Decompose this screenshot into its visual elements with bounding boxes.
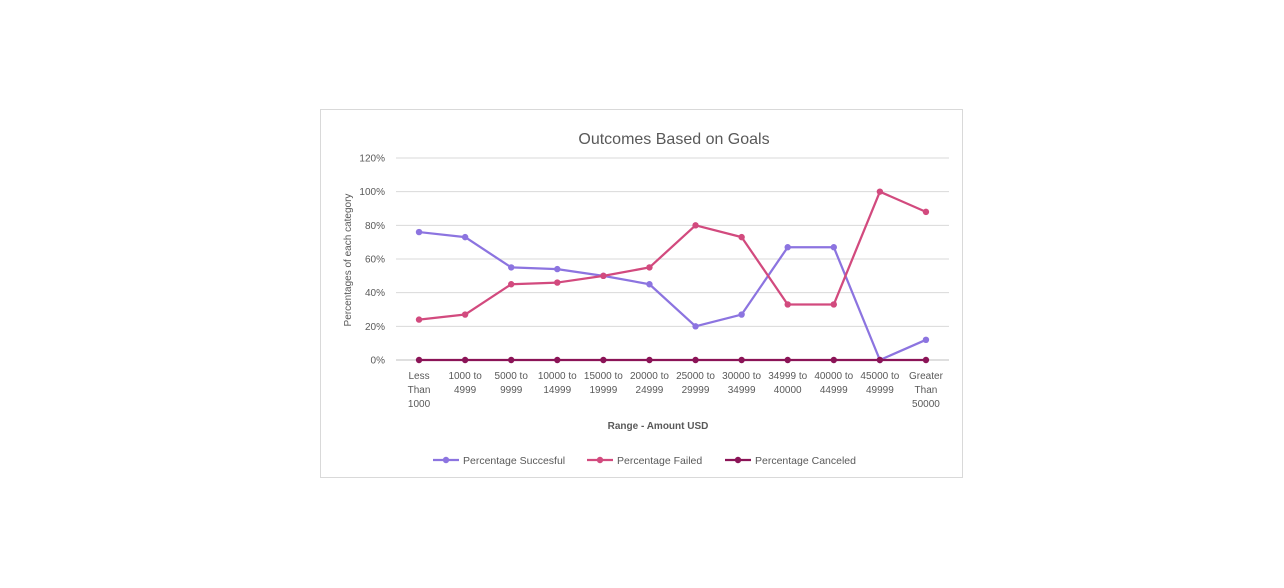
x-axis-title: Range - Amount USD	[608, 421, 709, 432]
data-point	[508, 356, 515, 364]
legend-label: Percentage Failed	[617, 455, 702, 467]
y-axis-title: Percentages of each category	[343, 194, 354, 327]
x-tick-label: 20000 to 24999	[630, 371, 669, 396]
x-tick-label-line: 19999	[589, 385, 617, 396]
data-point	[830, 356, 837, 364]
data-point	[554, 279, 561, 286]
data-point	[922, 336, 930, 343]
x-tick-label-line: Greater	[909, 371, 944, 382]
data-point	[692, 323, 699, 330]
y-tick-label: 80%	[365, 221, 385, 232]
gridlines	[396, 157, 949, 361]
x-tick-label-line: 50000	[912, 399, 940, 410]
x-tick-label-line: 15000 to	[584, 371, 623, 382]
data-point	[784, 244, 791, 251]
data-point	[830, 301, 837, 308]
chart-area: Outcomes Based on Goals 0% 20% 40% 60% 80% 10…	[320, 109, 963, 478]
legend: Percentage Succesful Percentage Failed Per…	[433, 455, 856, 467]
x-axis-ticks: Less Than 1000 1000 to 4999 5000 to 9999 10000 …	[408, 371, 944, 410]
x-tick-label-line: 29999	[682, 385, 710, 396]
x-tick-label-line: 14999	[543, 385, 571, 396]
data-point	[830, 244, 837, 251]
x-tick-label: 5000 to 9999	[495, 371, 529, 396]
data-point	[738, 311, 745, 318]
line-chart: Outcomes Based on Goals 0% 20% 40% 60% 80% 10…	[343, 131, 949, 467]
data-point	[554, 356, 561, 364]
x-tick-label: 25000 to 29999	[676, 371, 715, 396]
data-point	[646, 356, 653, 364]
x-tick-label: 40000 to 44999	[814, 371, 853, 396]
x-tick-label: 30000 to 34999	[722, 371, 761, 396]
data-point	[692, 356, 699, 364]
data-point	[876, 356, 884, 364]
series-line-1	[417, 190, 928, 321]
x-tick-label-line: Less	[408, 371, 429, 382]
x-tick-label-line: 5000 to	[495, 371, 529, 382]
data-point	[415, 316, 423, 323]
x-tick-label-line: 34999	[728, 385, 756, 396]
data-point	[692, 222, 699, 229]
legend-marker	[596, 456, 604, 464]
data-point	[738, 356, 745, 364]
series-layer	[415, 188, 930, 364]
y-tick-label: 20%	[365, 322, 385, 333]
x-tick-label: Less Than 1000	[408, 371, 431, 410]
x-tick-label-line: 44999	[820, 385, 848, 396]
x-tick-label-line: 1000	[408, 399, 431, 410]
data-point	[738, 233, 745, 241]
x-tick-label-line: 1000 to	[448, 371, 482, 382]
data-point	[784, 356, 791, 364]
data-point	[600, 356, 607, 364]
data-point	[554, 265, 561, 273]
data-point	[461, 311, 469, 318]
x-tick-label-line: 45000 to	[860, 371, 899, 382]
data-point	[784, 301, 791, 308]
x-tick-label-line: 49999	[866, 385, 894, 396]
x-tick-label-line: 40000	[774, 385, 802, 396]
data-point	[922, 208, 930, 216]
x-tick-label: 1000 to 4999	[448, 371, 482, 396]
data-point	[415, 228, 423, 236]
legend-label: Percentage Succesful	[463, 455, 565, 467]
x-tick-label-line: 30000 to	[722, 371, 761, 382]
chart-title: Outcomes Based on Goals	[578, 131, 769, 148]
data-point	[646, 264, 653, 271]
x-tick-label: 10000 to 14999	[538, 371, 577, 396]
x-tick-label-line: Than	[915, 385, 938, 396]
x-tick-label-line: 10000 to	[538, 371, 577, 382]
x-tick-label-line: 4999	[454, 385, 477, 396]
data-point	[876, 188, 884, 195]
y-axis-ticks: 0% 20% 40% 60% 80% 100% 120%	[359, 154, 385, 367]
data-point	[646, 281, 653, 288]
x-tick-label: Greater Than 50000	[909, 371, 944, 410]
legend-marker	[442, 456, 450, 464]
x-tick-label: 34999 to 40000	[768, 371, 807, 396]
legend-marker	[734, 456, 742, 464]
y-tick-label: 120%	[359, 154, 385, 165]
legend-label: Percentage Canceled	[755, 455, 856, 467]
x-tick-label: 45000 to 49999	[860, 371, 899, 396]
y-tick-label: 100%	[359, 187, 385, 198]
x-tick-label-line: 25000 to	[676, 371, 715, 382]
x-tick-label-line: 24999	[636, 385, 664, 396]
y-tick-label: 0%	[371, 356, 386, 367]
x-tick-label-line: Than	[408, 385, 431, 396]
data-point	[508, 281, 515, 288]
series-line-0	[417, 230, 928, 362]
y-tick-label: 40%	[365, 288, 385, 299]
y-tick-label: 60%	[365, 255, 385, 266]
data-point	[461, 233, 469, 241]
data-point	[922, 356, 930, 364]
x-tick-label-line: 20000 to	[630, 371, 669, 382]
data-point	[415, 356, 423, 364]
data-point	[600, 272, 607, 280]
data-point	[508, 264, 515, 271]
x-tick-label-line: 9999	[500, 385, 523, 396]
data-point	[461, 356, 469, 364]
x-tick-label: 15000 to 19999	[584, 371, 623, 396]
x-tick-label-line: 40000 to	[814, 371, 853, 382]
x-tick-label-line: 34999 to	[768, 371, 807, 382]
